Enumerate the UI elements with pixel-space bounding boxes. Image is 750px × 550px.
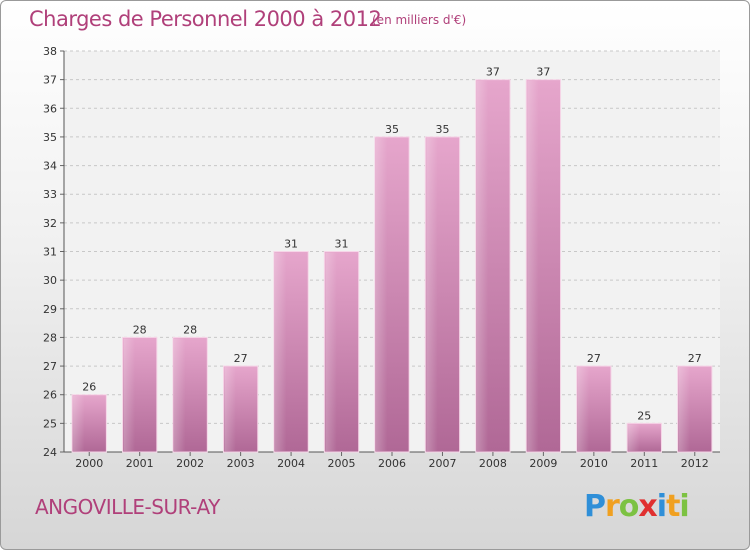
bar-highlight [527,80,539,452]
y-tick-label: 34 [43,160,57,173]
bar-highlight [577,367,590,451]
data-label: 26 [82,381,96,394]
bar-highlight [123,338,135,451]
data-label: 37 [536,66,550,79]
logo-letter: o [618,489,640,524]
data-label: 35 [385,123,399,136]
y-tick-label: 24 [43,446,57,459]
x-tick-label: 2010 [580,457,608,470]
x-tick-label: 2005 [328,457,356,470]
logo-letter: i [656,489,667,524]
bar-highlight [173,338,186,451]
bar-highlight [426,137,438,451]
data-label: 28 [133,323,147,336]
data-label: 27 [688,352,702,365]
y-tick-label: 30 [43,274,57,287]
data-label: 37 [486,66,500,79]
logo-letter: i [679,489,689,524]
y-tick-label: 26 [43,389,57,402]
x-tick-label: 2007 [428,457,456,470]
bar-highlight [476,80,489,452]
x-tick-label: 2009 [529,457,557,470]
y-tick-label: 37 [43,74,57,87]
x-tick-label: 2000 [75,457,103,470]
y-tick-label: 25 [43,417,57,430]
y-tick-label: 29 [43,303,57,316]
data-label: 27 [587,352,601,365]
logo-letter: P [584,489,606,524]
data-label: 35 [435,123,449,136]
chart-title: Charges de Personnel 2000 à 2012 [29,7,382,31]
data-label: 25 [637,409,651,422]
data-label: 28 [183,323,197,336]
y-tick-label: 32 [43,217,57,230]
bar-highlight [678,367,691,451]
y-tick-label: 31 [43,246,57,259]
data-label: 31 [284,238,298,251]
bar-highlight [375,137,388,451]
proxiti-logo: Proxiti [584,489,690,524]
commune-name: ANGOVILLE-SUR-AY [35,495,220,519]
x-tick-label: 2003 [227,457,255,470]
logo-letter: r [605,489,620,524]
y-tick-label: 36 [43,102,57,115]
x-tick-label: 2012 [681,457,709,470]
data-label: 31 [335,238,349,251]
x-tick-label: 2001 [126,457,154,470]
x-tick-label: 2011 [630,457,658,470]
x-tick-label: 2008 [479,457,507,470]
logo-letter: x [638,489,657,524]
y-tick-label: 27 [43,360,57,373]
bar-highlight [274,252,287,451]
chart-subtitle: (en milliers d'€) [372,13,467,27]
x-tick-label: 2006 [378,457,406,470]
bar-highlight [325,252,337,451]
data-label: 27 [234,352,248,365]
bar-highlight [224,367,236,451]
x-tick-label: 2004 [277,457,305,470]
x-tick-label: 2002 [176,457,204,470]
y-tick-label: 28 [43,331,57,344]
bar-highlight [628,424,640,451]
y-tick-label: 35 [43,131,57,144]
bar-highlight [73,395,85,451]
logo-letter: t [666,489,680,524]
y-tick-label: 38 [43,45,57,58]
y-tick-label: 33 [43,188,57,201]
